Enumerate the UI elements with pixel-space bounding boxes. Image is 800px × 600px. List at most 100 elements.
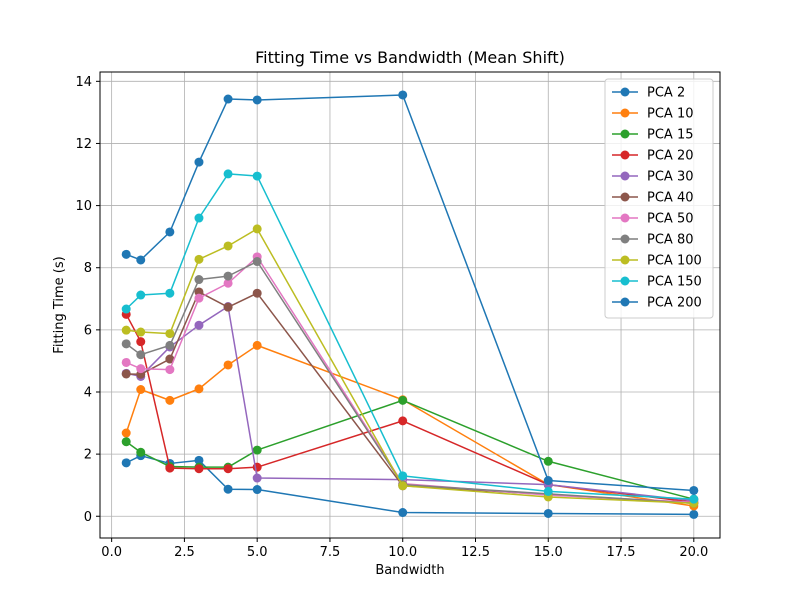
chart-title: Fitting Time vs Bandwidth (Mean Shift)	[255, 48, 565, 67]
data-point	[136, 290, 146, 300]
x-tick-label: 10.0	[388, 545, 417, 560]
data-point	[252, 224, 262, 234]
plot-frame	[99, 71, 721, 539]
data-point	[223, 360, 233, 370]
data-point	[223, 464, 233, 474]
legend-entry: PCA 80	[612, 233, 693, 248]
data-point	[252, 462, 262, 472]
data-point	[194, 464, 204, 474]
data-point	[252, 340, 262, 350]
y-tick-label: 2	[84, 448, 92, 463]
series-pca-40	[121, 287, 699, 508]
legend-swatch-marker	[620, 150, 630, 160]
legend-swatch-marker	[620, 255, 630, 265]
legend-swatch-marker	[620, 276, 630, 286]
legend-swatch-marker	[620, 129, 630, 139]
data-point	[398, 395, 408, 405]
data-point	[194, 293, 204, 303]
legend-entry: PCA 15	[612, 128, 693, 143]
data-point	[165, 463, 175, 473]
data-point	[121, 357, 131, 367]
data-point	[194, 455, 204, 465]
data-point	[136, 327, 146, 337]
legend-label: PCA 200	[647, 296, 702, 311]
series-layer	[121, 90, 699, 519]
y-tick-label: 14	[75, 75, 92, 90]
legend-swatch-marker	[620, 297, 630, 307]
data-point	[398, 471, 408, 481]
data-point	[223, 241, 233, 251]
data-point	[689, 485, 699, 495]
data-point	[121, 458, 131, 468]
data-point	[398, 90, 408, 100]
legend-entry: PCA 100	[612, 254, 702, 269]
data-point	[165, 354, 175, 364]
data-point	[165, 329, 175, 339]
x-tick-label: 15.0	[534, 545, 563, 560]
data-point	[136, 337, 146, 347]
data-point	[136, 385, 146, 395]
legend-swatch-marker	[620, 192, 630, 202]
data-point	[121, 437, 131, 447]
data-point	[398, 508, 408, 518]
data-point	[223, 94, 233, 104]
legend-label: PCA 20	[647, 149, 693, 164]
data-point	[252, 171, 262, 181]
data-point	[223, 271, 233, 281]
legend-entry: PCA 2	[612, 86, 685, 101]
legend-entry: PCA 50	[612, 212, 693, 227]
legend-box	[604, 78, 714, 319]
legend-swatch-marker	[620, 213, 630, 223]
legend-entry: PCA 20	[612, 149, 693, 164]
x-tick-label: 20.0	[679, 545, 708, 560]
data-point	[165, 365, 175, 375]
legend-entry: PCA 150	[612, 275, 702, 290]
data-point	[252, 257, 262, 267]
legend-label: PCA 10	[647, 107, 693, 122]
data-point	[194, 320, 204, 330]
legend-label: PCA 15	[647, 128, 693, 143]
legend-swatch-marker	[620, 87, 630, 97]
x-tick-label: 0.0	[101, 545, 122, 560]
data-point	[543, 456, 553, 466]
data-point	[223, 302, 233, 312]
legend-entry: PCA 30	[612, 170, 693, 185]
legend-label: PCA 2	[647, 86, 685, 101]
data-point	[543, 476, 553, 486]
x-axis-label: Bandwidth	[375, 563, 444, 578]
x-tick-label: 2.5	[174, 545, 195, 560]
x-axis: 0.0 2.5 5.0 7.5 10.0 12.5 15.0 17.5 20.0	[101, 538, 708, 560]
data-point	[121, 339, 131, 349]
x-tick-label: 12.5	[461, 545, 490, 560]
x-tick-label: 5.0	[247, 545, 268, 560]
y-tick-label: 12	[75, 137, 92, 152]
data-point	[136, 255, 146, 265]
data-point	[121, 325, 131, 335]
data-point	[194, 213, 204, 223]
legend-swatch-marker	[620, 108, 630, 118]
data-point	[252, 445, 262, 455]
y-axis: 0 2 4 6 8 10 12 14	[75, 75, 100, 525]
data-point	[165, 340, 175, 350]
data-point	[165, 288, 175, 298]
x-tick-label: 17.5	[607, 545, 636, 560]
series-pca-200	[121, 90, 699, 495]
data-point	[165, 227, 175, 237]
data-point	[223, 169, 233, 179]
series-pca-100	[121, 224, 699, 508]
legend-label: PCA 30	[647, 170, 693, 185]
y-tick-label: 6	[84, 323, 92, 338]
series-line	[125, 344, 694, 507]
data-point	[121, 369, 131, 379]
legend-label: PCA 40	[647, 191, 693, 206]
legend-label: PCA 80	[647, 233, 693, 248]
data-point	[121, 304, 131, 314]
legend-entry: PCA 200	[612, 296, 702, 311]
data-point	[194, 384, 204, 394]
data-point	[194, 287, 204, 297]
data-point	[252, 473, 262, 483]
legend-label: PCA 100	[647, 254, 702, 269]
series-line	[125, 313, 694, 504]
data-point	[194, 254, 204, 264]
